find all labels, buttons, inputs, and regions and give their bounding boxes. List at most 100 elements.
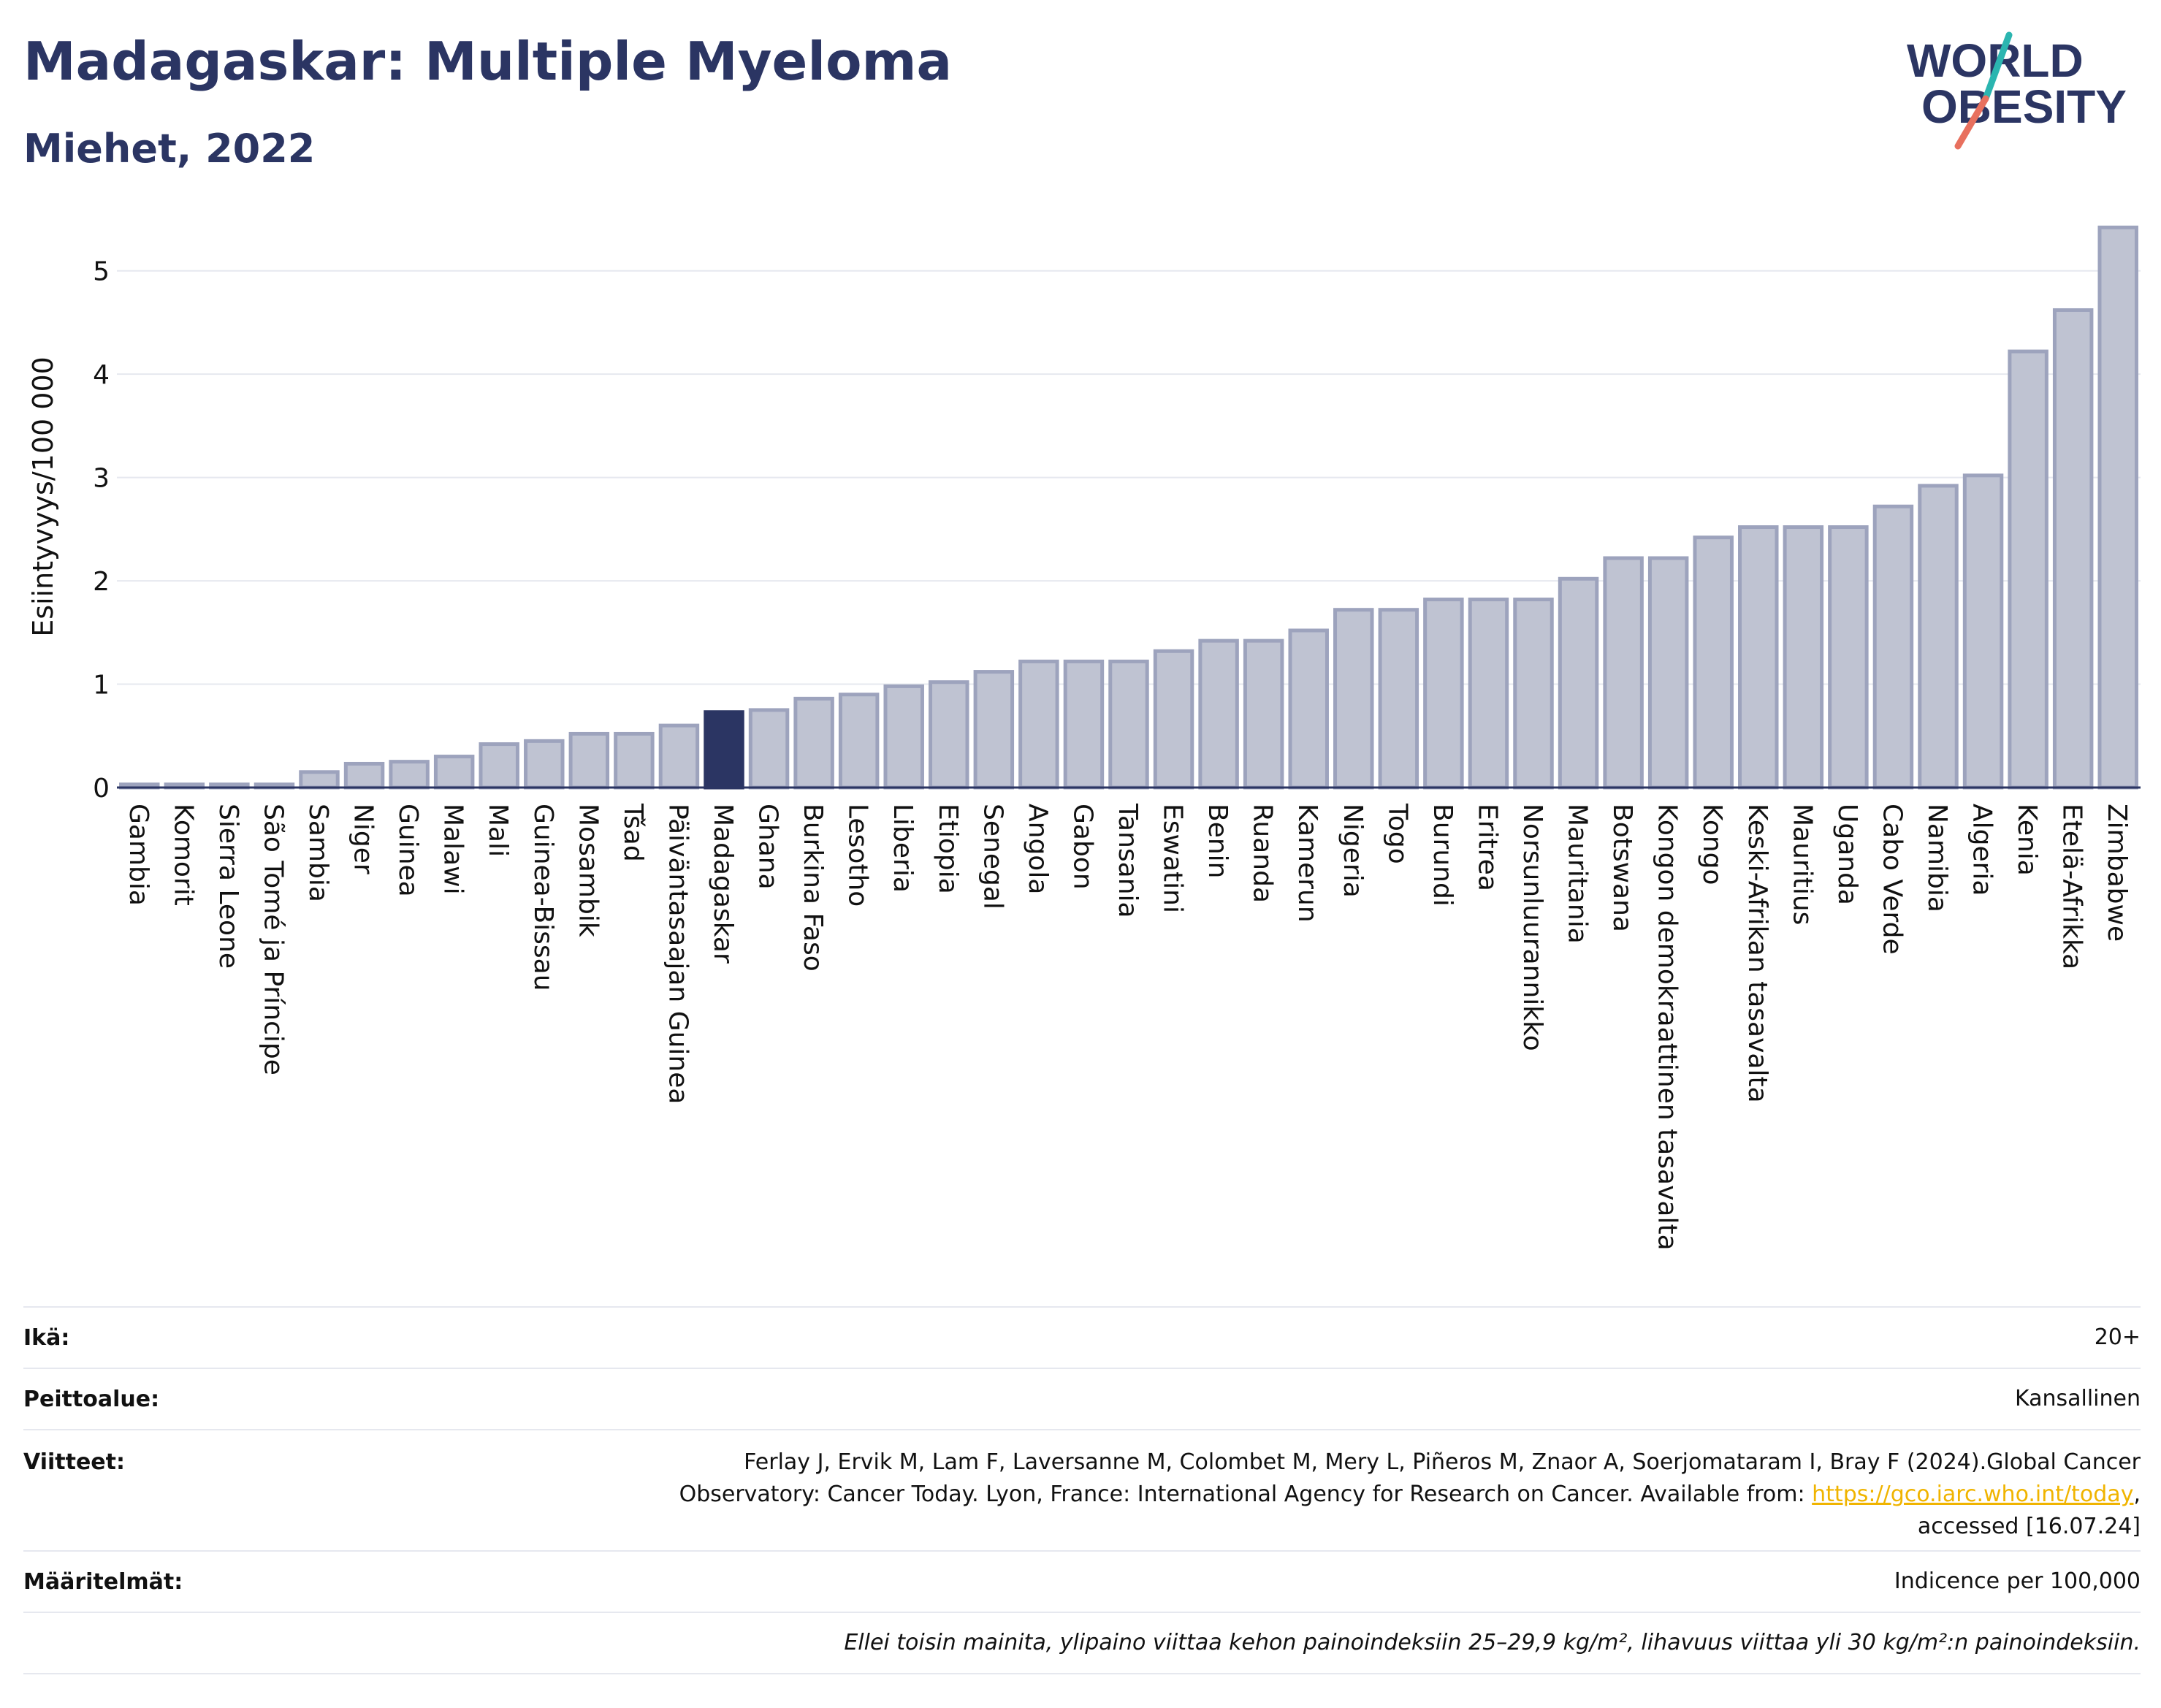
x-tick-label: Liberia (888, 804, 918, 893)
x-tick-label: Kongon demokraattinen tasavalta (1653, 804, 1682, 1251)
references-line-2-text: Observatory: Cancer Today. Lyon, France:… (679, 1482, 1813, 1507)
x-tick-label: Mauritius (1787, 804, 1817, 925)
bar-niger[interactable] (343, 761, 385, 790)
bar-botswana[interactable] (1603, 556, 1644, 790)
references-line-2: Observatory: Cancer Today. Lyon, France:… (679, 1479, 2141, 1511)
bar-malawi[interactable] (433, 755, 475, 790)
x-tick-label: Togo (1382, 803, 1412, 864)
x-tick-label: Gambia (123, 804, 153, 906)
bar-päiväntasaajan-guinea[interactable] (658, 723, 700, 790)
references-link[interactable]: https://gco.iarc.who.int/today (1812, 1482, 2134, 1507)
y-tick-label: 1 (93, 671, 110, 701)
x-tick-label: Sierra Leone (213, 804, 243, 969)
bar-chart: 0 1 2 3 4 5 Esiintyvyys/100 000 Gambia Komorit… (27, 225, 2141, 1251)
y-tick-label: 4 (93, 360, 110, 390)
x-tick-label: Eritrea (1472, 804, 1502, 891)
bar-zimbabwe[interactable] (2097, 225, 2138, 790)
x-tick-label: Eswatini (1158, 804, 1188, 913)
bar-uganda[interactable] (1828, 525, 1869, 790)
bar-liberia[interactable] (883, 684, 924, 790)
bar-eritrea[interactable] (1468, 598, 1509, 790)
bar-mauritania[interactable] (1558, 576, 1599, 790)
info-row-coverage: Peittoalue: Kansallinen (23, 1368, 2141, 1429)
bar-angola[interactable] (1018, 659, 1059, 790)
x-tick-label: São Tomé ja Príncipe (258, 804, 288, 1075)
bar-mauritius[interactable] (1783, 525, 1824, 790)
bar-etelä-afrikka[interactable] (2052, 308, 2094, 790)
x-tick-label: Madagaskar (708, 804, 738, 964)
y-tick-label: 3 (93, 464, 110, 494)
bar-senegal[interactable] (973, 670, 1015, 790)
bar-kenia[interactable] (2008, 349, 2048, 790)
x-tick-label: Namibia (1922, 804, 1952, 912)
x-tick-label: Etelä-Afrikka (2057, 804, 2087, 969)
bar-kongon-demokraattinen-tasavalta[interactable] (1647, 556, 1689, 790)
definitions-value: Indicence per 100,000 (1894, 1568, 2141, 1594)
x-tick-label: Nigeria (1338, 804, 1368, 898)
references-line-2-comma: , (2133, 1482, 2141, 1507)
x-tick-label: Sambia (303, 804, 333, 902)
x-tick-label: Tšad (618, 803, 648, 862)
info-table: Ikä: 20+ Peittoalue: Kansallinen Viittee… (23, 1306, 2141, 1674)
x-tick-label: Senegal (977, 804, 1007, 910)
x-tick-label: Cabo Verde (1877, 804, 1907, 955)
chart-title: Madagaskar: Multiple Myeloma (23, 31, 953, 92)
logo-text-obesity: OBESITY (1921, 80, 2127, 133)
bar-etiopia[interactable] (929, 680, 969, 790)
y-tick-label: 0 (93, 774, 110, 804)
bar-keski-afrikan-tasavalta[interactable] (1738, 525, 1779, 790)
y-axis-label: Esiintyvyys/100 000 (27, 357, 59, 637)
x-tick-label: Burkina Faso (798, 804, 828, 972)
x-tick-label: Benin (1203, 804, 1232, 878)
coverage-value: Kansallinen (2014, 1386, 2141, 1411)
bar-namibia[interactable] (1918, 484, 1959, 790)
bar-mosambik[interactable] (568, 731, 610, 790)
x-tick-label: Norsunluurannikko (1517, 804, 1547, 1051)
bar-kamerun[interactable] (1288, 628, 1329, 790)
x-tick-label: Algeria (1967, 804, 1997, 896)
bar-sambia[interactable] (299, 770, 340, 790)
x-tick-label: Guinea-Bissau (528, 804, 558, 991)
chart-subtitle: Miehet, 2022 (23, 126, 316, 172)
bar-kongo[interactable] (1693, 535, 1734, 790)
bar-madagaskar[interactable] (704, 710, 744, 790)
bar-nigeria[interactable] (1333, 608, 1374, 790)
x-tick-label: Burundi (1428, 804, 1457, 907)
x-tick-label: Komorit (168, 804, 198, 906)
bar-tšad[interactable] (614, 731, 655, 790)
x-tick-label: Gabon (1067, 804, 1097, 890)
bar-eswatini[interactable] (1153, 649, 1194, 790)
bar-tansania[interactable] (1108, 659, 1149, 790)
coverage-label: Peittoalue: (23, 1386, 160, 1412)
info-row-references: Viitteet: Ferlay J, Ervik M, Lam F, Lave… (23, 1429, 2141, 1550)
x-tick-label: Päiväntasaajan Guinea (663, 804, 693, 1104)
bar-algeria[interactable] (1962, 473, 2004, 790)
bar-burkina-faso[interactable] (793, 696, 834, 790)
x-tick-label: Lesotho (843, 804, 873, 907)
bar-guinea[interactable] (389, 760, 430, 790)
x-tick-label: Ruanda (1248, 804, 1278, 903)
y-axis-ticks: 0 1 2 3 4 5 (93, 257, 110, 804)
bars (119, 225, 2138, 790)
references-line-3: accessed [16.07.24] (1917, 1514, 2141, 1539)
x-tick-label: Kamerun (1292, 804, 1322, 923)
x-tick-label: Kongo (1697, 804, 1727, 885)
bar-ghana[interactable] (748, 708, 790, 790)
bar-cabo-verde[interactable] (1872, 504, 1914, 790)
bar-mali[interactable] (479, 742, 519, 790)
bar-guinea-bissau[interactable] (524, 739, 565, 790)
logo-slash-teal (1982, 31, 2013, 102)
bar-burundi[interactable] (1423, 598, 1464, 790)
x-tick-label: Niger (348, 804, 378, 874)
info-row-footnote: Ellei toisin mainita, ylipaino viittaa k… (23, 1612, 2141, 1674)
x-tick-label: Angola (1023, 804, 1053, 894)
bar-ruanda[interactable] (1243, 638, 1284, 790)
bar-togo[interactable] (1378, 608, 1419, 790)
world-obesity-logo: WORLD OBESITY (1907, 31, 2127, 150)
x-axis-labels: Gambia Komorit Sierra Leone São Tomé ja Prí… (123, 803, 2132, 1251)
bar-lesotho[interactable] (838, 693, 880, 790)
logo-slash-coral (1954, 95, 1989, 150)
bar-gabon[interactable] (1063, 659, 1105, 790)
bar-norsunluurannikko[interactable] (1513, 598, 1554, 790)
bar-benin[interactable] (1198, 638, 1239, 790)
